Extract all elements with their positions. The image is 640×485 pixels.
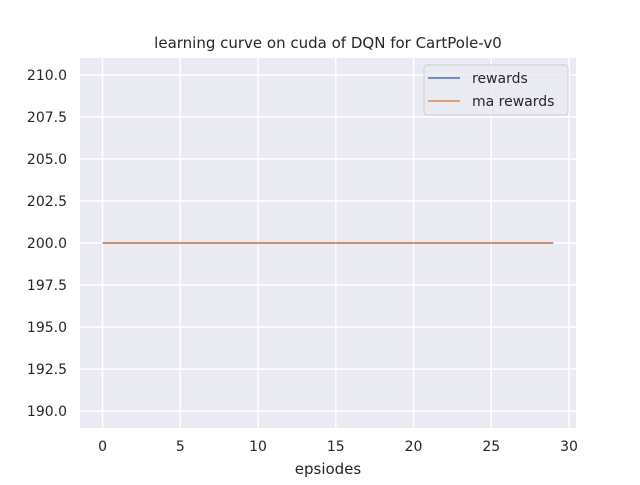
x-tick-label: 30 (560, 439, 578, 455)
chart-title: learning curve on cuda of DQN for CartPo… (154, 34, 502, 52)
y-tick-label: 200.0 (27, 236, 67, 252)
y-tick-label: 202.5 (27, 194, 67, 210)
y-tick-label: 190.0 (27, 404, 67, 420)
y-tick-label: 207.5 (27, 110, 67, 126)
legend-label-rewards: rewards (472, 71, 528, 87)
x-tick-label: 5 (176, 439, 185, 455)
x-tick-label: 0 (98, 439, 107, 455)
x-tick-label: 20 (405, 439, 423, 455)
x-tick-label: 10 (249, 439, 267, 455)
legend: rewards ma rewards (423, 64, 569, 116)
y-tick-label: 195.0 (27, 320, 67, 336)
y-tick-label: 197.5 (27, 278, 67, 294)
y-axis-ticks: 190.0 192.5 195.0 197.5 200.0 202.5 205.0 207.5… (27, 68, 67, 420)
y-tick-label: 205.0 (27, 152, 67, 168)
x-tick-label: 25 (482, 439, 500, 455)
x-axis-label: epsiodes (295, 460, 362, 478)
y-tick-label: 192.5 (27, 362, 67, 378)
x-tick-label: 15 (327, 439, 345, 455)
y-tick-label: 210.0 (27, 68, 67, 84)
legend-label-ma-rewards: ma rewards (472, 94, 554, 110)
x-axis-ticks: 0 5 10 15 20 25 30 (98, 439, 578, 455)
